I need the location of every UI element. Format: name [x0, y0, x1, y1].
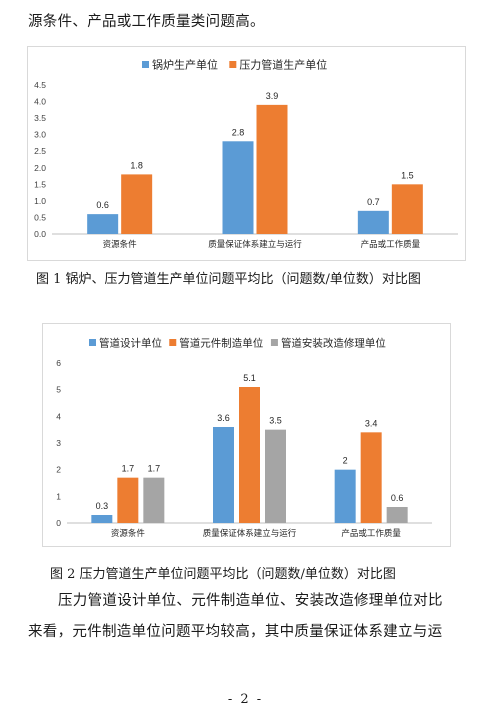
y-tick-label: 3.5 — [34, 113, 46, 123]
y-tick-label: 2.0 — [34, 163, 46, 173]
y-tick-label: 1 — [56, 491, 61, 501]
x-category-label: 资源条件 — [111, 528, 146, 539]
bar-value-label: 2 — [343, 456, 348, 466]
bar-1-2 — [213, 427, 234, 523]
bar-3-3 — [386, 507, 408, 523]
y-tick-label: 1.5 — [34, 179, 46, 189]
y-tick-label: 0.0 — [34, 229, 46, 239]
y-tick-label: 2.5 — [34, 146, 46, 156]
x-category-label: 资源条件 — [103, 239, 138, 250]
bar-2-1 — [121, 174, 153, 234]
bar-1-1 — [91, 515, 113, 523]
page-number: - 2 - — [227, 692, 264, 707]
bar-value-label: 1.5 — [401, 170, 414, 180]
chart-2-frame: 0 1 2 3 4 5 6 0.3 1.7 1.7 资源条件 3.6 5.1 3.5 质量保证体系建立与运行… — [42, 323, 451, 547]
y-tick-label: 0.5 — [34, 212, 46, 222]
legend-swatch-1 — [142, 61, 149, 68]
bar-2-3 — [360, 432, 382, 523]
bar-value-label: 3.6 — [217, 413, 230, 423]
bar-value-label: 0.3 — [96, 501, 109, 511]
y-tick-label: 4.0 — [34, 97, 46, 107]
y-tick-label: 0 — [56, 518, 61, 528]
chart-1-frame: 0.0 0.5 1.0 1.5 2.0 2.5 3.0 3.5 4.0 4.5 0.6 1.8 资源条件… — [27, 46, 466, 261]
y-tick-label: 2 — [56, 465, 61, 475]
y-tick-label: 3.0 — [34, 130, 46, 140]
bar-3-1 — [143, 477, 165, 523]
bar-value-label: 1.7 — [122, 464, 135, 474]
y-tick-label: 5 — [56, 385, 61, 395]
legend-label-3: 管道安装改造修理单位 — [281, 337, 386, 350]
text-para-line-1: 压力管道设计单位、元件制造单位、安装改造修理单位对比 — [58, 593, 443, 609]
chart-1-caption: 图 1 锅炉、压力管道生产单位问题平均比（问题数/单位数）对比图 — [36, 272, 421, 287]
text-line-top: 源条件、产品或工作质量类问题高。 — [28, 14, 265, 30]
y-tick-label: 1.0 — [34, 196, 46, 206]
chart-2: 0 1 2 3 4 5 6 0.3 1.7 1.7 资源条件 3.6 5.1 3.5 质量保证体系建立与运行… — [56, 337, 432, 539]
bar-2-3 — [391, 184, 423, 234]
legend-label-2: 管道元件制造单位 — [179, 337, 263, 350]
bar-value-label: 2.8 — [232, 127, 245, 137]
y-tick-label: 4.5 — [34, 80, 46, 90]
bar-value-label: 0.6 — [391, 493, 404, 503]
chart-1: 0.0 0.5 1.0 1.5 2.0 2.5 3.0 3.5 4.0 4.5 0.6 1.8 资源条件… — [34, 58, 458, 250]
y-tick-label: 3 — [56, 438, 61, 448]
bar-value-label: 1.7 — [148, 464, 161, 474]
bar-value-label: 5.1 — [243, 373, 256, 383]
bar-2-2 — [256, 104, 288, 234]
y-tick-label: 6 — [56, 358, 61, 368]
bar-value-label: 3.9 — [266, 91, 279, 101]
legend-swatch-2 — [229, 61, 237, 68]
bar-1-3 — [334, 469, 356, 523]
bar-1-1 — [87, 214, 119, 234]
legend-swatch-1 — [89, 339, 96, 346]
bar-value-label: 3.5 — [269, 416, 282, 426]
legend-label-1: 锅炉生产单位 — [152, 58, 218, 72]
text-para-line-2: 来看，元件制造单位问题平均较高，其中质量保证体系建立与运 — [28, 624, 443, 640]
bar-value-label: 3.4 — [365, 418, 378, 428]
x-category-label: 质量保证体系建立与运行 — [203, 528, 297, 539]
chart-2-caption: 图 2 压力管道生产单位问题平均比（问题数/单位数）对比图 — [50, 567, 396, 582]
x-category-label: 产品或工作质量 — [341, 528, 401, 539]
bar-2-2 — [239, 387, 260, 523]
bar-1-2 — [222, 141, 254, 234]
bar-value-label: 0.6 — [96, 200, 109, 210]
x-category-label: 产品或工作质量 — [361, 239, 421, 250]
legend-label-2: 压力管道生产单位 — [239, 58, 327, 72]
bar-3-2 — [265, 429, 286, 523]
y-tick-label: 4 — [56, 411, 61, 421]
legend-label-1: 管道设计单位 — [99, 337, 162, 350]
bar-value-label: 1.8 — [130, 160, 143, 170]
bar-1-3 — [357, 210, 389, 234]
legend-swatch-3 — [270, 339, 278, 346]
bar-2-1 — [117, 477, 139, 523]
legend-swatch-2 — [169, 339, 177, 346]
bar-value-label: 0.7 — [367, 197, 380, 207]
x-category-label: 质量保证体系建立与运行 — [208, 239, 302, 250]
